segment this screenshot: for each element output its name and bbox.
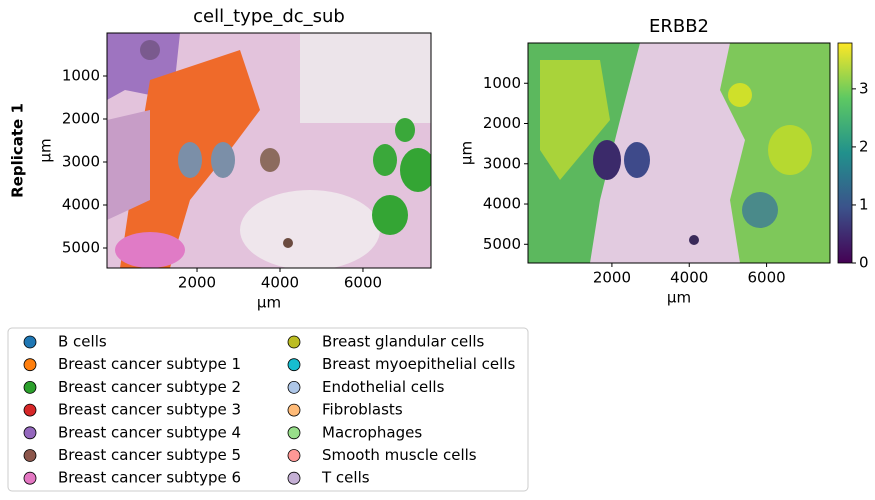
legend-marker	[287, 403, 301, 417]
legend-label: Breast cancer subtype 5	[58, 446, 241, 464]
y-tick-label: 4000	[483, 195, 521, 213]
legend-label: Breast glandular cells	[322, 333, 485, 351]
legend-marker	[23, 380, 37, 394]
y-tick-label: 4000	[62, 196, 100, 214]
legend-marker	[23, 403, 37, 417]
legend-label: Breast myoepithelial cells	[322, 355, 515, 373]
y-tick-label: 3000	[62, 153, 100, 171]
legend-label: Breast cancer subtype 3	[58, 401, 241, 419]
x-axis-label: µm	[667, 289, 691, 307]
legend-marker	[287, 335, 301, 349]
x-axis-label: µm	[257, 294, 281, 312]
legend-marker	[23, 426, 37, 440]
y-axis-label: µm	[37, 138, 55, 162]
y-tick-label: 2000	[483, 114, 521, 132]
y-axis-label: µm	[458, 141, 476, 165]
y-tick-label: 1000	[62, 67, 100, 85]
legend-marker	[287, 358, 301, 372]
legend-label: Macrophages	[322, 423, 422, 441]
tissue-image	[107, 33, 431, 268]
x-tick-label: 6000	[344, 274, 382, 292]
legend-frame	[7, 327, 529, 492]
axes-frame	[527, 42, 831, 264]
x-tick-label: 6000	[747, 269, 785, 287]
legend-label: Smooth muscle cells	[322, 446, 477, 464]
legend-marker	[287, 449, 301, 462]
legend-marker	[23, 449, 37, 462]
legend-marker	[287, 380, 301, 394]
y-tick-label: 1000	[483, 74, 521, 92]
colorbar-tick-label: 1	[859, 195, 869, 213]
y-tick-label: 5000	[62, 239, 100, 257]
legend-label: T cells	[321, 469, 370, 487]
chart-title: cell_type_dc_sub	[193, 6, 345, 27]
legend-label: Breast cancer subtype 6	[58, 469, 241, 487]
y-tick-label: 2000	[62, 110, 100, 128]
legend-marker	[287, 471, 301, 485]
legend-marker	[23, 358, 37, 372]
x-tick-label: 2000	[593, 269, 631, 287]
colorbar-tick-label: 0	[859, 254, 869, 272]
x-tick-label: 2000	[178, 274, 216, 292]
axes-frame	[106, 32, 432, 269]
legend-label: Endothelial cells	[322, 378, 445, 396]
legend-marker	[23, 471, 37, 485]
legend-label: Breast cancer subtype 1	[58, 355, 241, 373]
legend-label: Breast cancer subtype 4	[58, 423, 241, 441]
x-tick-label: 4000	[261, 274, 299, 292]
row-label: Replicate 1	[9, 103, 27, 198]
legend-marker	[287, 426, 301, 440]
y-tick-label: 3000	[483, 154, 521, 172]
legend-marker	[23, 335, 37, 349]
legend-label: B cells	[58, 333, 107, 351]
colorbar	[837, 42, 853, 264]
colorbar-tick-label: 3	[859, 79, 869, 97]
legend-label: Breast cancer subtype 2	[58, 378, 241, 396]
legend-label: Fibroblasts	[322, 401, 403, 419]
x-tick-label: 4000	[670, 269, 708, 287]
expression-image	[528, 43, 830, 263]
y-tick-label: 5000	[483, 235, 521, 253]
colorbar-tick-label: 2	[859, 137, 869, 155]
chart-title: ERBB2	[649, 16, 709, 37]
